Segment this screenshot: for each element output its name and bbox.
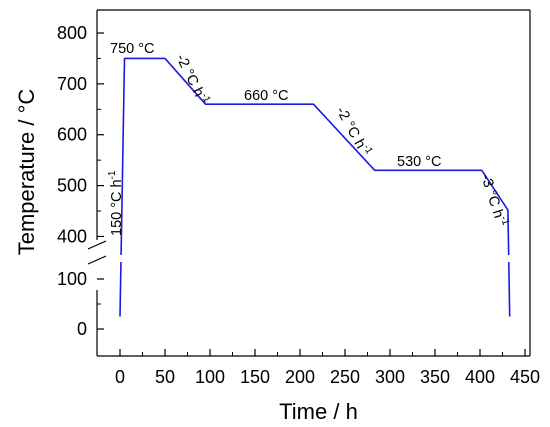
y-tick-label: 400 <box>57 226 87 246</box>
annotation-label: 150 °C h-1 <box>107 170 125 236</box>
x-tick-label: 350 <box>420 367 450 387</box>
y-tick-label: 600 <box>57 125 87 145</box>
y-tick-label: 100 <box>57 269 87 289</box>
axis-break-mark <box>87 240 107 250</box>
x-tick-label: 0 <box>115 367 125 387</box>
annotation-text: -2 °C h <box>172 52 206 100</box>
x-tick-label: 150 <box>240 367 270 387</box>
x-tick-label: 100 <box>195 367 225 387</box>
x-axis: 0 50 100 150 200 250 300 350 400 450 <box>115 349 540 387</box>
annotation-label: -2 °C h-1 <box>172 51 212 108</box>
annotation-text: 530 °C <box>397 154 442 170</box>
x-axis-title: Time / h <box>279 399 358 424</box>
y-axis: 400 500 600 700 800 0 100 <box>57 23 104 339</box>
y-tick-label: 800 <box>57 23 87 43</box>
annotation-text: -3 °C h <box>477 172 506 220</box>
x-tick-label: 450 <box>510 367 540 387</box>
x-tick-label: 200 <box>285 367 315 387</box>
plot-frame <box>87 9 531 357</box>
y-tick-label: 500 <box>57 176 87 196</box>
y-tick-label: 700 <box>57 74 87 94</box>
annotation-superscript: -1 <box>107 170 118 179</box>
x-tick-label: 400 <box>465 367 495 387</box>
x-tick-label: 250 <box>330 367 360 387</box>
axis-break-mark <box>87 255 107 265</box>
x-tick-label: 50 <box>155 367 175 387</box>
y-tick-label: 0 <box>77 319 87 339</box>
annotation-text: 150 °C h <box>109 179 125 236</box>
annotation-superscript: -1 <box>498 215 511 227</box>
x-tick-label: 300 <box>375 367 405 387</box>
annotation-label: -3 °C h-1 <box>477 172 511 230</box>
annotation-label: 660 °C <box>244 88 289 104</box>
annotation-label: 750 °C <box>110 41 155 57</box>
annotation-label: 530 °C <box>397 154 442 170</box>
annotation-text: 750 °C <box>110 41 155 57</box>
series-line <box>119 57 511 317</box>
annotation-text: 660 °C <box>244 88 289 104</box>
y-axis-title: Temperature / °C <box>14 89 39 256</box>
series-group <box>119 57 511 317</box>
